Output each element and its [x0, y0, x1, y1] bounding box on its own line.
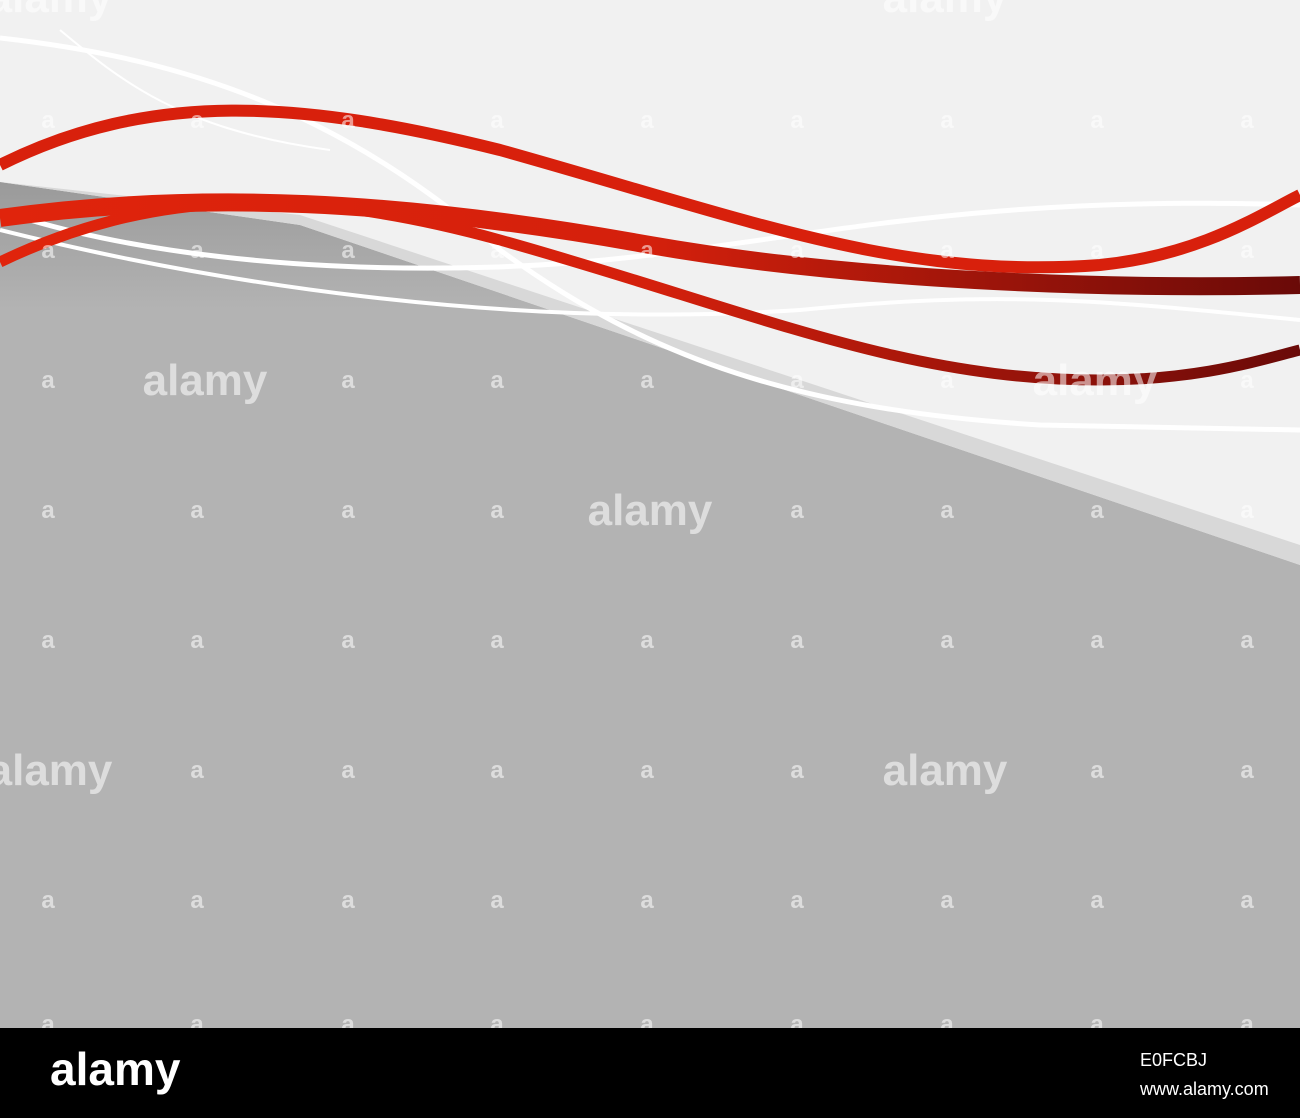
watermark-mark: a: [490, 367, 504, 394]
footer-bar: [0, 1028, 1300, 1118]
watermark-mark: a: [640, 757, 654, 784]
watermark-mark: a: [341, 627, 355, 654]
watermark-mark: a: [1090, 497, 1104, 524]
watermark-mark: a: [190, 237, 204, 264]
watermark-mark: a: [640, 887, 654, 914]
watermark-mark: a: [1090, 237, 1104, 264]
watermark-mark: a: [940, 887, 954, 914]
image-id: E0FCBJ: [1140, 1050, 1207, 1070]
watermark-mark: a: [940, 237, 954, 264]
background-gray: [0, 182, 1300, 1028]
watermark-mark: a: [41, 497, 55, 524]
watermark-mark: a: [790, 237, 804, 264]
watermark-mark: a: [341, 497, 355, 524]
watermark-mark: a: [1240, 757, 1254, 784]
watermark-mark: a: [940, 627, 954, 654]
footer-logo: alamy: [50, 1043, 181, 1095]
watermark-mark: a: [41, 367, 55, 394]
watermark-word: alamy: [883, 746, 1008, 795]
watermark-word: alamy: [883, 0, 1008, 22]
watermark-mark: a: [790, 107, 804, 134]
watermark-mark: a: [41, 627, 55, 654]
watermark-mark: a: [940, 107, 954, 134]
red-wave: [0, 197, 1300, 386]
watermark-mark: a: [341, 757, 355, 784]
waves: [0, 29, 1300, 433]
watermark-mark: a: [1240, 367, 1254, 394]
watermark-mark: a: [790, 367, 804, 394]
watermark-word: alamy: [0, 0, 113, 22]
watermark-mark: a: [1240, 887, 1254, 914]
watermark-mark: a: [490, 497, 504, 524]
watermark-mark: a: [190, 627, 204, 654]
watermark-mark: a: [640, 367, 654, 394]
watermark-mark: a: [1090, 887, 1104, 914]
white-wave: [29, 200, 1300, 271]
watermark-mark: a: [1240, 237, 1254, 264]
watermark-mark: a: [490, 237, 504, 264]
footer-url: www.alamy.com: [1139, 1079, 1269, 1099]
watermark-mark: a: [41, 887, 55, 914]
watermark-word: alamy: [143, 356, 268, 405]
watermark-mark: a: [190, 107, 204, 134]
watermark-mark: a: [341, 887, 355, 914]
watermark-mark: a: [940, 367, 954, 394]
watermark-mark: a: [790, 627, 804, 654]
watermark-mark: a: [790, 887, 804, 914]
watermark-mark: a: [1240, 497, 1254, 524]
watermark-mark: a: [190, 887, 204, 914]
watermark-mark: a: [1240, 107, 1254, 134]
watermark-mark: a: [490, 887, 504, 914]
watermark-mark: a: [940, 497, 954, 524]
watermark-mark: a: [41, 237, 55, 264]
watermark-mark: a: [190, 497, 204, 524]
watermark-mark: a: [640, 627, 654, 654]
watermark-mark: a: [640, 237, 654, 264]
watermark-mark: a: [1090, 627, 1104, 654]
watermark-mark: a: [341, 107, 355, 134]
watermark-mark: a: [1090, 757, 1104, 784]
watermark-mark: a: [490, 107, 504, 134]
watermark-mark: a: [1090, 107, 1104, 134]
watermark-mark: a: [490, 757, 504, 784]
red-wave: [0, 104, 1300, 274]
watermark-mark: a: [341, 237, 355, 264]
watermark-mark: a: [790, 497, 804, 524]
watermark-mark: a: [341, 367, 355, 394]
watermark-word: alamy: [0, 746, 113, 795]
watermark-mark: a: [790, 757, 804, 784]
watermark-word: alamy: [588, 486, 713, 535]
white-wave: [0, 35, 1300, 433]
watermark-mark: a: [640, 107, 654, 134]
watermark-word: alamy: [1033, 356, 1158, 405]
watermark-mark: a: [41, 107, 55, 134]
watermark-mark: a: [490, 627, 504, 654]
white-wave: [59, 29, 331, 151]
watermark-mark: a: [1240, 627, 1254, 654]
watermark-mark: a: [190, 757, 204, 784]
